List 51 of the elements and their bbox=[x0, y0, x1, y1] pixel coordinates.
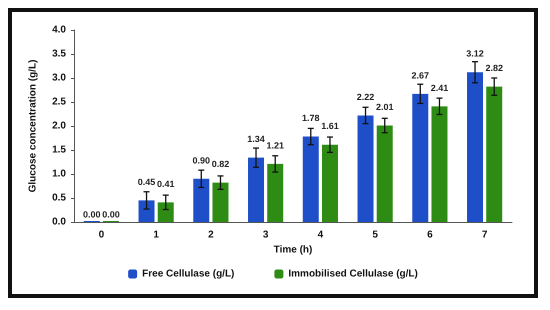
data-label: 0.45 bbox=[138, 176, 156, 187]
data-label: 0.82 bbox=[212, 159, 230, 170]
bar bbox=[302, 136, 319, 222]
data-label: 1.34 bbox=[247, 134, 265, 144]
data-label: 0.00 bbox=[83, 210, 101, 220]
data-label: 1.78 bbox=[302, 113, 320, 124]
x-tick-label: 3 bbox=[262, 230, 269, 240]
bar bbox=[248, 158, 264, 222]
y-tick-label: 0.5 bbox=[52, 192, 66, 204]
x-axis-title: Time (h) bbox=[274, 244, 312, 256]
y-tick-label: 3.0 bbox=[52, 72, 66, 84]
data-label: 0.00 bbox=[102, 210, 120, 220]
bar bbox=[376, 126, 393, 222]
bar bbox=[212, 182, 228, 222]
data-label: 2.82 bbox=[485, 63, 503, 74]
y-axis-title: Glucose concentration (g/L) bbox=[28, 60, 38, 192]
bar bbox=[158, 202, 174, 222]
data-label: 1.21 bbox=[266, 140, 284, 150]
legend-label: Free Cellulase (g/L) bbox=[142, 268, 234, 280]
data-label: 2.41 bbox=[430, 82, 448, 93]
x-tick-label: 2 bbox=[208, 230, 214, 240]
y-tick-label: 4.0 bbox=[52, 24, 66, 36]
bar bbox=[267, 164, 284, 222]
y-tick-label: 2.5 bbox=[52, 96, 66, 108]
data-label: 0.90 bbox=[192, 155, 210, 166]
y-tick-label: 2.0 bbox=[52, 120, 66, 132]
data-label: 2.22 bbox=[356, 92, 374, 102]
data-label: 2.01 bbox=[376, 102, 394, 112]
data-label: 3.12 bbox=[466, 48, 484, 59]
bar bbox=[486, 86, 502, 222]
x-tick-label: 4 bbox=[318, 230, 324, 240]
y-tick-label: 1.0 bbox=[52, 168, 66, 180]
y-tick-label: 0.0 bbox=[52, 216, 66, 228]
x-tick-label: 7 bbox=[482, 230, 488, 240]
x-tick-label: 0 bbox=[98, 230, 105, 240]
data-label: 2.67 bbox=[412, 70, 430, 80]
bar bbox=[322, 144, 338, 222]
legend-label: Immobilised Cellulase (g/L) bbox=[288, 268, 418, 280]
bar bbox=[358, 115, 374, 222]
bar bbox=[467, 72, 484, 222]
data-label: 0.41 bbox=[156, 178, 174, 189]
x-tick-label: 5 bbox=[372, 230, 378, 240]
y-tick-label: 3.5 bbox=[52, 48, 66, 60]
bar bbox=[431, 106, 448, 222]
x-tick-label: 6 bbox=[427, 230, 434, 240]
y-tick-label: 1.5 bbox=[52, 144, 66, 156]
data-label: 1.61 bbox=[321, 121, 339, 132]
bar bbox=[412, 94, 428, 222]
x-tick-label: 1 bbox=[153, 230, 160, 240]
bar bbox=[193, 178, 210, 222]
bar bbox=[138, 200, 155, 222]
